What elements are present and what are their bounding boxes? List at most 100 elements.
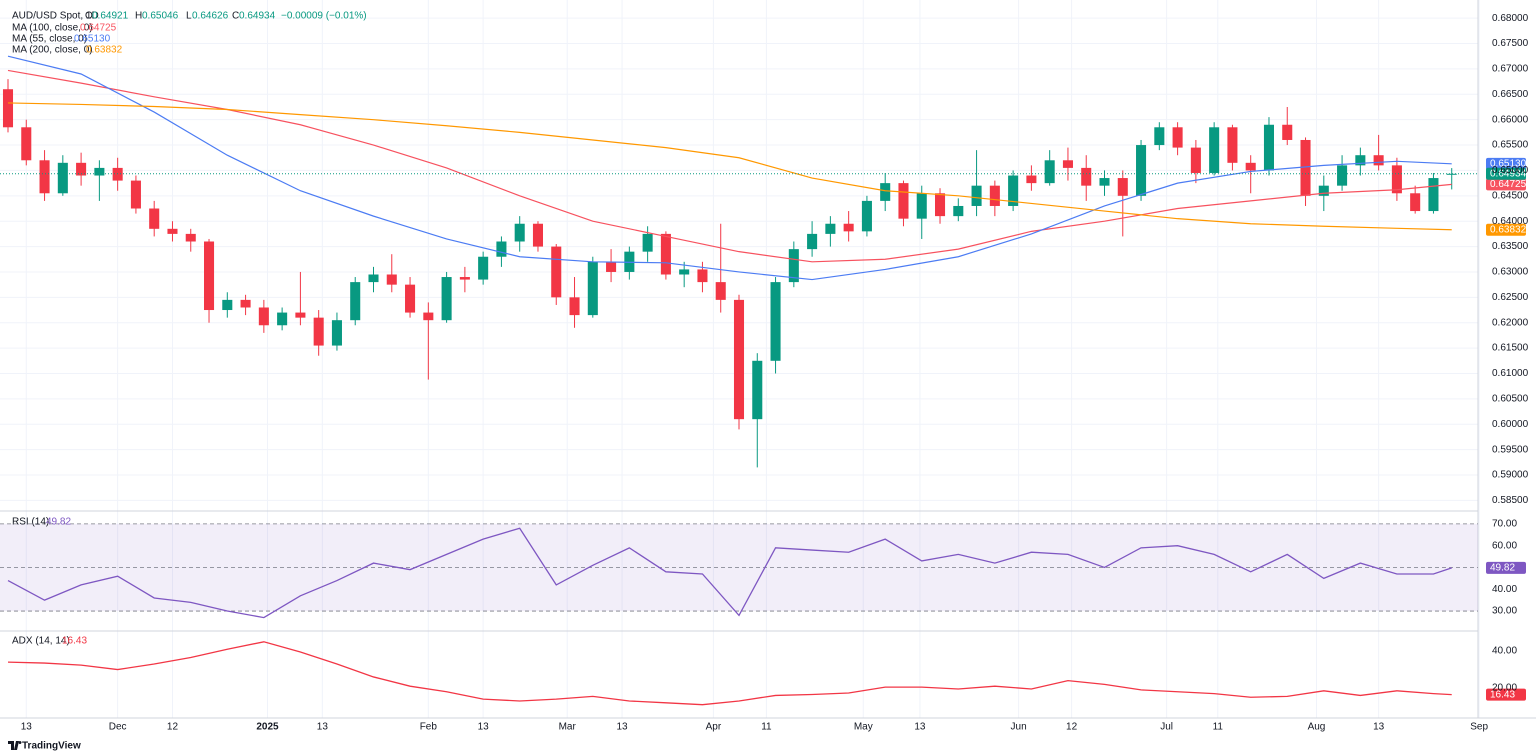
price-tag [1486,178,1526,191]
candle-body [1245,162,1256,171]
moving-average-line [7,69,1452,263]
candle-body [861,200,872,232]
candle-body [1026,175,1037,184]
legend-value: 0.64725 [80,23,117,34]
ohlc-prefix: L [186,11,192,22]
price-tag-label: 0.64725 [1490,179,1527,190]
candle-body [350,282,361,321]
candle-body [1154,127,1165,146]
y-tick-label: 70.00 [1492,519,1517,530]
candle-body [660,233,671,275]
ohlc-value: 0.65046 [142,11,179,22]
candle-body [1099,178,1110,186]
candle-body [916,193,927,219]
x-tick-label: 13 [478,722,490,733]
candle-body [277,312,288,326]
candle-body [1282,124,1293,140]
candle-body [1136,145,1147,196]
price-tag [1486,167,1526,180]
candle-body [149,208,160,229]
label-layer: AUD/USD Spot, 1D O 0.64921 H 0.65046 L 0… [8,11,1529,752]
candle-body [478,256,489,280]
x-tick-label: 2025 [256,722,279,733]
x-tick-label: 13 [914,722,926,733]
brand-name: TradingView [22,741,81,752]
ohlc-prefix: H [135,11,142,22]
candle-body [368,274,379,283]
candle-body [989,185,1000,206]
candle-body [843,223,854,232]
indicator-title: ADX (14, 14) [12,636,70,647]
legend-name: MA (55, close, 0) [12,34,87,45]
grid-layer [0,0,1480,718]
candle-body [496,241,507,257]
candle-body [57,162,68,194]
y-tick-label: 0.64500 [1492,190,1529,201]
candle-body [715,282,726,300]
candle-body [514,223,525,242]
candle-body [76,162,87,176]
ohlc-value: 0.64934 [239,11,276,22]
candle-body [606,261,617,272]
x-tick-label: Dec [109,722,127,733]
candle-body [1044,160,1055,184]
y-tick-label: 0.66500 [1492,89,1529,100]
y-tick-label: 0.59500 [1492,444,1529,455]
candle-body [2,89,14,128]
candle-body [222,299,233,311]
y-tick-label: 0.59000 [1492,470,1529,481]
ohlc-value: 0.64626 [192,11,229,22]
candle-body [1300,139,1311,196]
y-tick-label: 0.63000 [1492,267,1529,278]
candle-body [825,223,836,234]
change: −0.00009 (−0.01%) [281,11,367,22]
candle-body [587,261,598,316]
candle-body [1172,127,1183,148]
x-tick-label: Feb [420,722,438,733]
y-tick-label: 0.62500 [1492,292,1529,303]
candle-body [551,246,562,298]
indicator-title: RSI (14) [12,517,49,528]
candle-body [386,274,397,285]
x-tick-label: 11 [761,722,772,733]
candle-body [441,277,452,321]
y-tick-label: 0.61500 [1492,343,1529,354]
price-tag-label: 49.82 [1490,563,1515,574]
candle-body [1008,175,1019,206]
price-tag [1486,688,1526,701]
candle-body [733,299,745,420]
price-tag [1486,223,1526,236]
candle-body [313,317,324,346]
ohlc-prefix: O [85,11,93,22]
candle-body [1209,127,1220,173]
x-tick-label: Sep [1470,722,1488,733]
ohlc-value: 0.64921 [92,11,129,22]
candle-body [1263,124,1275,171]
price-tag-label: 0.64934 [1490,168,1527,179]
candle-body [130,180,141,209]
price-tag-label: 0.65130 [1490,158,1527,169]
moving-average-line [7,55,1452,281]
x-tick-label: Jun [1011,722,1027,733]
candle-body [1410,193,1421,212]
candle-body [770,282,781,361]
candle-body [459,277,470,280]
candle-body [423,312,434,321]
candle-body [1318,185,1329,196]
candle-body [679,269,690,275]
candle-body [1062,160,1073,168]
y-tick-label: 0.58500 [1492,495,1529,506]
candle-body [21,127,32,161]
candle-body [880,183,891,201]
candle-body [532,223,544,247]
y-tick-label: 0.60000 [1492,419,1529,430]
candle-body [331,320,342,346]
candle-body [39,160,50,194]
price-tag-label: 0.63832 [1490,224,1527,235]
y-tick-label: 0.60500 [1492,394,1529,405]
y-tick-label: 0.63500 [1492,241,1529,252]
y-tick-label: 60.00 [1492,540,1517,551]
x-tick-label: 13 [317,722,329,733]
